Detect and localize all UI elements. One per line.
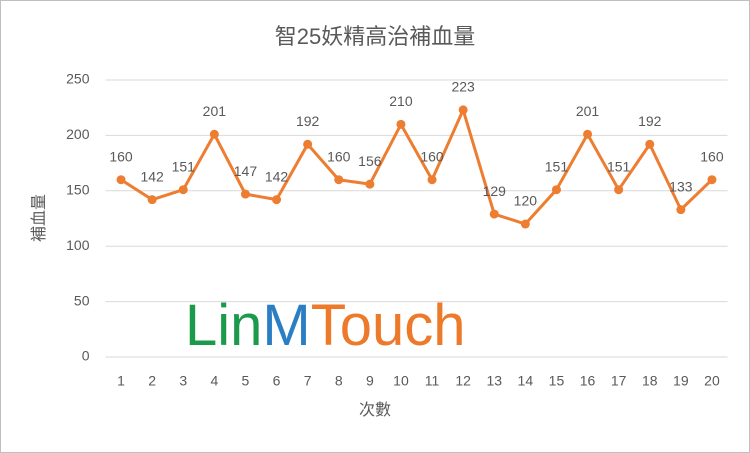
data-label: 210 — [389, 93, 413, 109]
x-tick-label: 2 — [148, 373, 156, 389]
x-axis-label: 次數 — [359, 401, 391, 419]
point — [520, 219, 530, 229]
point — [396, 119, 406, 129]
point — [240, 189, 250, 199]
data-label: 151 — [545, 158, 569, 174]
data-label: 142 — [265, 168, 289, 184]
point — [645, 139, 655, 149]
point — [427, 175, 437, 185]
x-tick-label: 5 — [242, 373, 250, 389]
x-tick-label: 15 — [549, 373, 565, 389]
y-tick-label: 200 — [66, 126, 90, 142]
x-tick-label: 9 — [366, 373, 374, 389]
point — [707, 175, 717, 185]
x-tick-label: 6 — [273, 373, 281, 389]
point — [303, 139, 313, 149]
point — [458, 105, 468, 115]
point — [489, 209, 499, 219]
y-axis-label: 補血量 — [30, 194, 48, 242]
point — [614, 185, 624, 195]
point — [676, 205, 686, 215]
data-label: 160 — [420, 148, 444, 164]
data-label: 120 — [514, 193, 538, 209]
point — [147, 195, 157, 205]
x-tick-label: 14 — [518, 373, 534, 389]
x-tick-label: 16 — [580, 373, 596, 389]
x-tick-label: 17 — [611, 373, 627, 389]
y-tick-label: 50 — [74, 292, 90, 308]
y-tick-label: 150 — [66, 182, 90, 198]
data-label: 192 — [638, 113, 662, 129]
data-label: 201 — [203, 103, 227, 119]
watermark: LinMTouch — [185, 293, 466, 358]
point — [365, 179, 375, 189]
data-label: 151 — [172, 158, 196, 174]
data-label: 201 — [576, 103, 600, 119]
point — [551, 185, 561, 195]
data-label: 160 — [109, 148, 133, 164]
x-tick-label: 8 — [335, 373, 343, 389]
watermark-part: M — [262, 293, 310, 358]
x-tick-label: 11 — [425, 373, 440, 389]
y-tick-label: 0 — [82, 348, 90, 364]
x-tick-label: 1 — [117, 373, 125, 389]
point — [116, 175, 126, 185]
y-tick-label: 100 — [66, 237, 90, 253]
x-tick-label: 7 — [304, 373, 312, 389]
data-label: 129 — [483, 183, 507, 199]
x-tick-label: 20 — [704, 373, 720, 389]
point — [178, 185, 188, 195]
point — [583, 129, 593, 139]
x-tick-label: 10 — [393, 373, 409, 389]
data-label: 156 — [358, 153, 382, 169]
point — [334, 175, 344, 185]
x-tick-label: 3 — [179, 373, 187, 389]
chart-title: 智25妖精高治補血量 — [275, 24, 475, 49]
point — [272, 195, 282, 205]
data-label: 147 — [234, 163, 258, 179]
data-label: 142 — [140, 168, 164, 184]
line — [120, 108, 713, 226]
x-tick-label: 13 — [486, 373, 502, 389]
watermark-part: Touch — [311, 293, 466, 358]
x-tick-label: 18 — [642, 373, 658, 389]
data-label: 160 — [700, 148, 724, 164]
y-tick-label: 250 — [66, 71, 90, 87]
data-label: 192 — [296, 113, 320, 129]
x-tick-label: 12 — [455, 373, 471, 389]
data-label: 133 — [669, 178, 693, 194]
data-label: 151 — [607, 158, 631, 174]
data-label: 223 — [451, 79, 475, 95]
data-label: 160 — [327, 148, 351, 164]
point — [209, 129, 219, 139]
x-tick-label: 4 — [210, 373, 218, 389]
x-tick-label: 19 — [673, 373, 689, 389]
watermark-part: Lin — [185, 293, 262, 358]
